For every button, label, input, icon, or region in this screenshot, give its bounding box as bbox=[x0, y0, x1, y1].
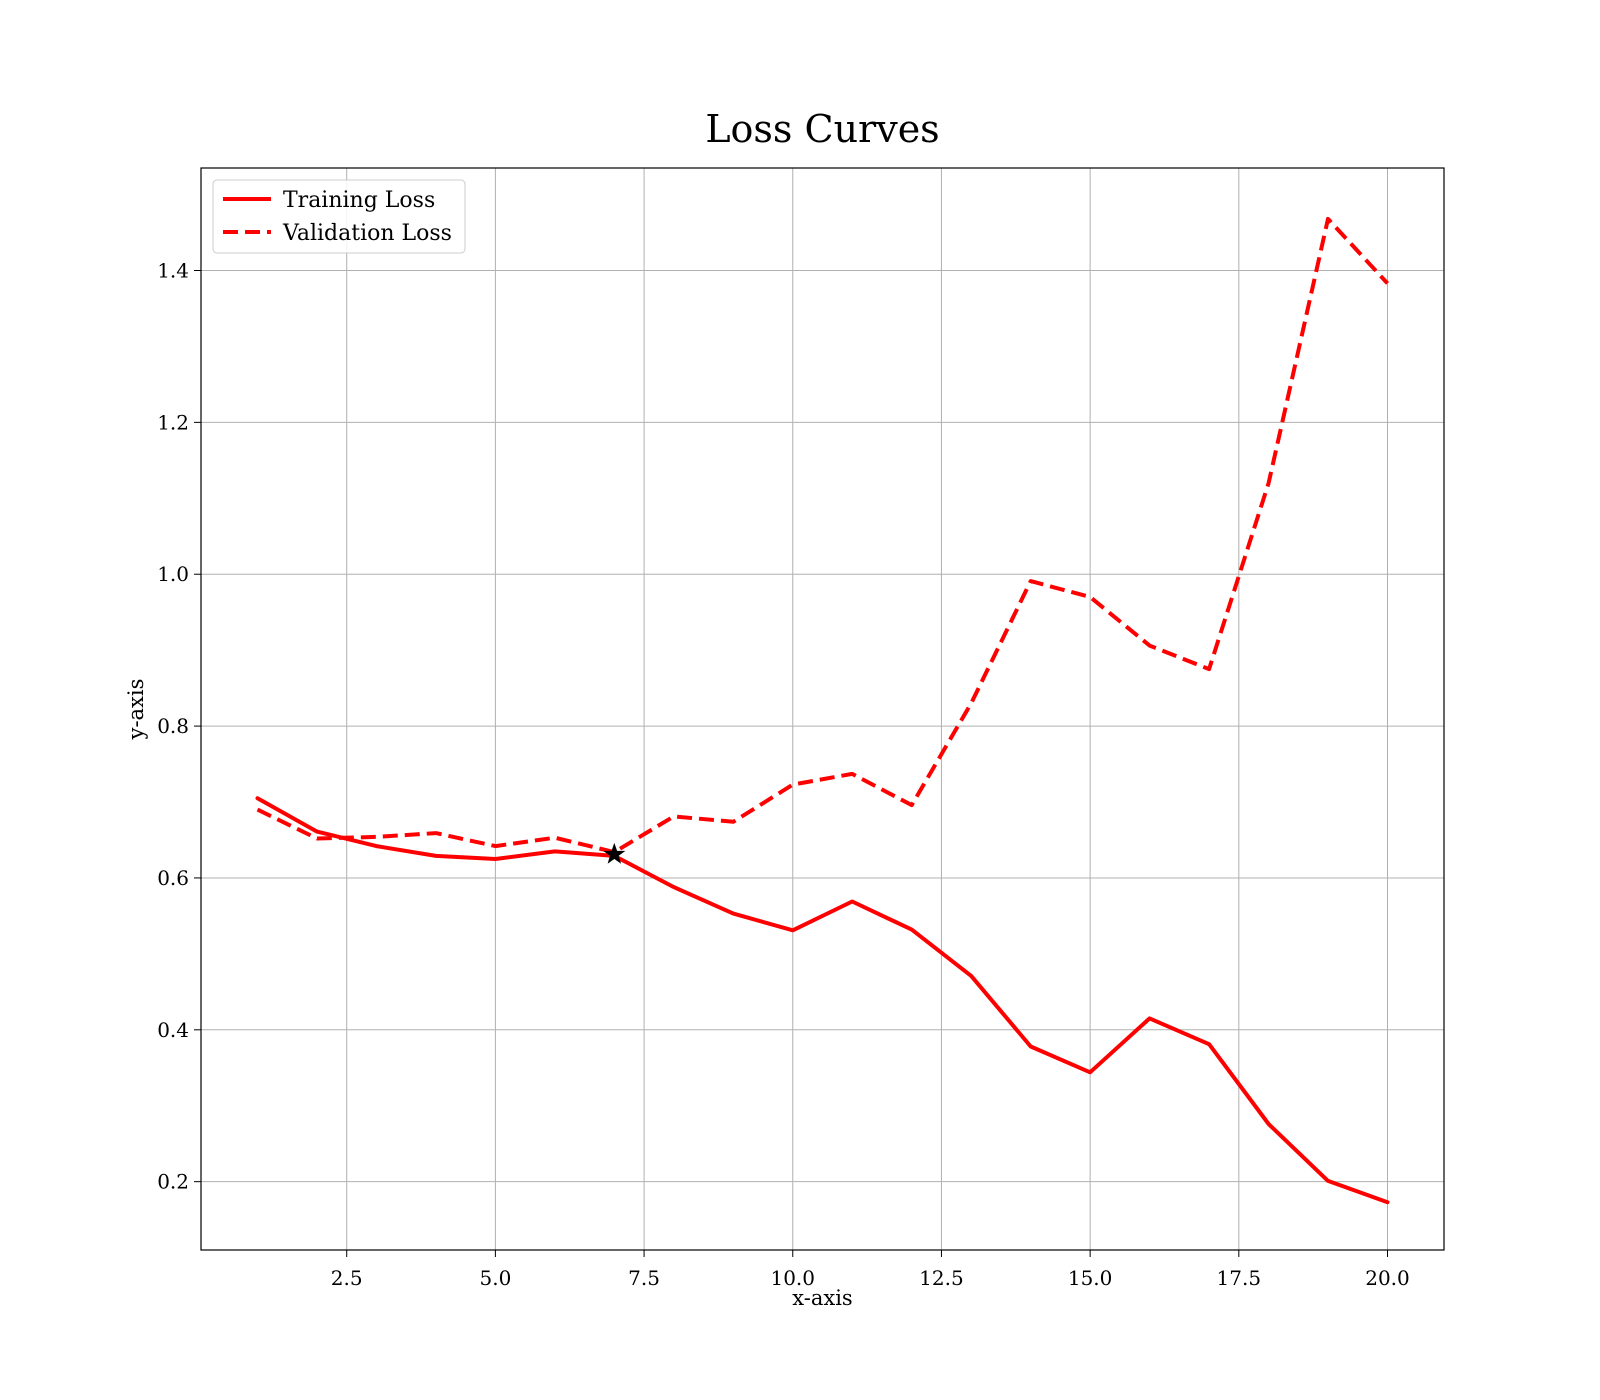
plot-area-frame bbox=[200, 167, 1445, 1251]
legend-entry-label: Validation Loss bbox=[282, 221, 452, 246]
grid bbox=[201, 168, 1444, 1250]
axis-ticks: 2.5 5.0 7.5 10.0 12.5 15.0 17.5 20.0 0.2 0.4 0.6 0.… bbox=[157, 259, 1410, 1290]
validation-loss-line bbox=[256, 216, 1389, 855]
y-tick-label: 1.4 bbox=[157, 259, 189, 283]
x-tick-label: 20.0 bbox=[1365, 1266, 1410, 1290]
x-tick-label: 5.0 bbox=[479, 1266, 511, 1290]
x-tick-label: 17.5 bbox=[1217, 1266, 1262, 1290]
y-tick-label: 0.6 bbox=[157, 866, 189, 890]
y-tick-label: 1.2 bbox=[157, 410, 189, 434]
training-loss-line bbox=[255, 796, 1390, 1205]
legend: Training Loss Validation Loss bbox=[212, 179, 466, 254]
x-axis-label: x-axis bbox=[792, 1286, 852, 1310]
x-tick-label: 7.5 bbox=[628, 1266, 660, 1290]
legend-entry-label: Training Loss bbox=[283, 188, 435, 213]
y-tick-label: 0.2 bbox=[157, 1170, 189, 1194]
chart-title: Loss Curves bbox=[705, 107, 939, 151]
y-axis-label: y-axis bbox=[124, 679, 148, 741]
y-tick-label: 0.4 bbox=[157, 1018, 189, 1042]
y-tick-label: 0.8 bbox=[157, 714, 189, 738]
x-tick-label: 15.0 bbox=[1068, 1266, 1113, 1290]
legend-box bbox=[212, 179, 466, 254]
x-tick-label: 12.5 bbox=[919, 1266, 964, 1290]
x-tick-label: 2.5 bbox=[331, 1266, 363, 1290]
x-tick-label: 10.0 bbox=[770, 1266, 815, 1290]
star-marker bbox=[603, 842, 626, 864]
y-tick-label: 1.0 bbox=[157, 562, 189, 586]
series-lines bbox=[255, 216, 1390, 1205]
